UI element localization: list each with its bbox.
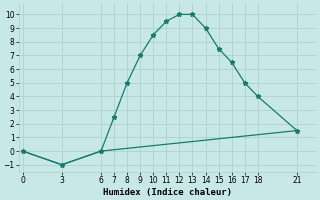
X-axis label: Humidex (Indice chaleur): Humidex (Indice chaleur) — [103, 188, 232, 197]
